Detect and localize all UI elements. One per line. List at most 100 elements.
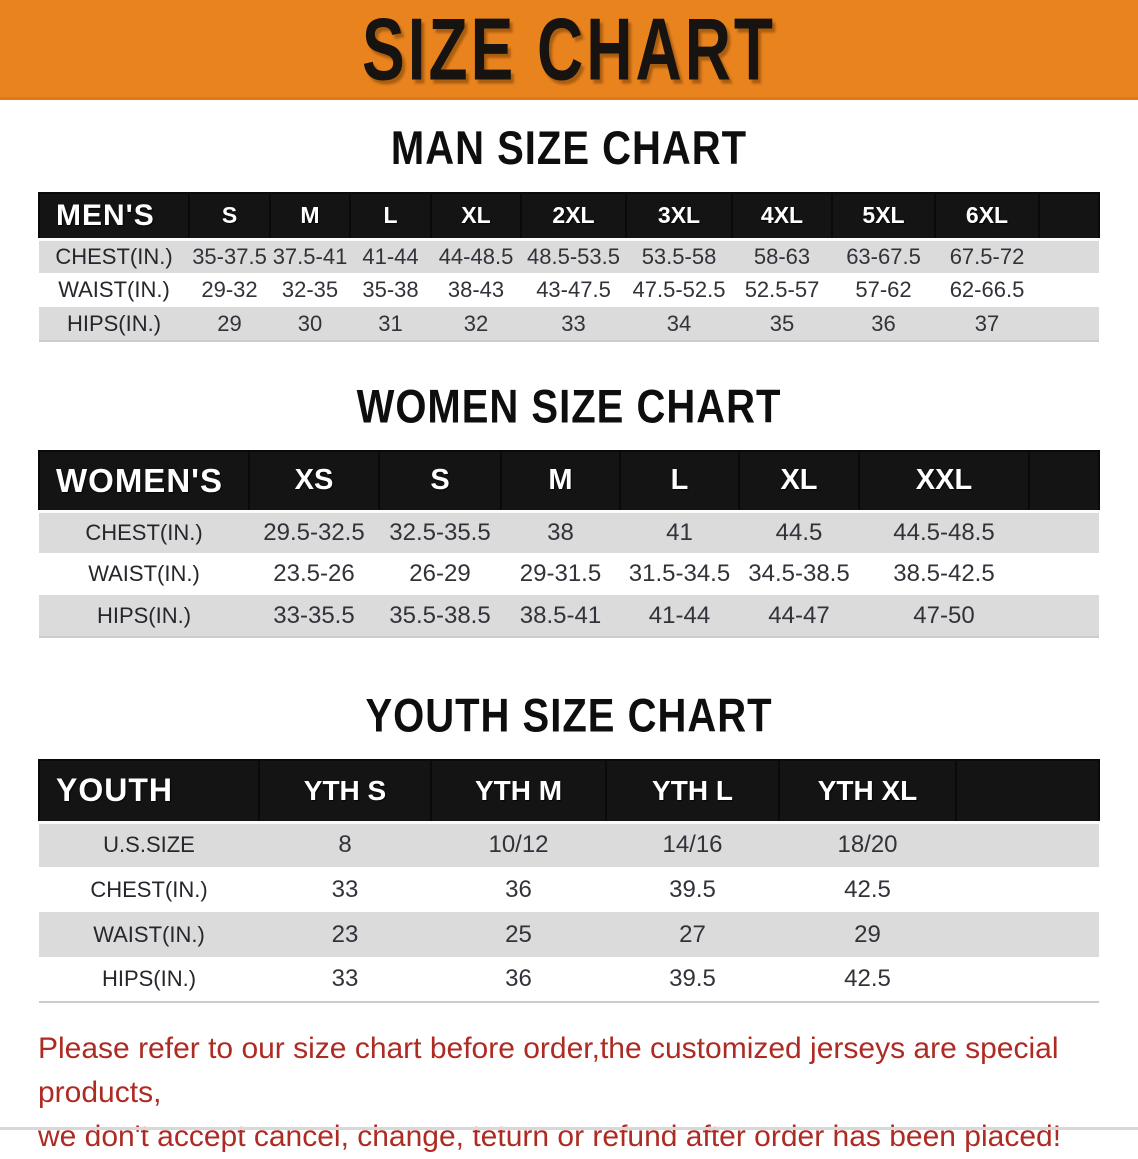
row-label: WAIST(IN.) [39, 273, 189, 307]
size-cell: 44.5 [739, 511, 859, 553]
spacer-cell [1029, 553, 1099, 595]
youth-size-table: YOUTH YTH S YTH M YTH L YTH XL U.S.SIZE … [38, 759, 1100, 1003]
men-col-header: L [349, 192, 432, 241]
size-cell: 53.5-58 [626, 239, 732, 273]
men-col-header: XL [430, 192, 522, 241]
size-cell: 27 [606, 912, 779, 957]
row-label: CHEST(IN.) [39, 867, 259, 912]
order-policy-note: Please refer to our size chart before or… [38, 1027, 1138, 1159]
spacer-cell [955, 759, 1100, 824]
women-section-heading-wrap: WOMEN SIZE CHART [0, 381, 1138, 433]
size-cell: 57-62 [832, 273, 935, 307]
men-col-header: S [188, 192, 271, 241]
size-cell: 47.5-52.5 [626, 273, 732, 307]
size-cell: 35.5-38.5 [379, 595, 501, 637]
size-cell: 34 [626, 307, 732, 341]
table-row: WAIST(IN.) 23 25 27 29 [39, 912, 1099, 957]
size-cell: 29 [779, 912, 956, 957]
women-col-header: XXL [858, 450, 1030, 513]
spacer-cell [956, 822, 1099, 867]
size-cell: 48.5-53.5 [521, 239, 626, 273]
size-cell: 42.5 [779, 867, 956, 912]
size-cell: 35-37.5 [189, 239, 270, 273]
youth-col-header: YTH L [605, 759, 780, 824]
size-cell: 26-29 [379, 553, 501, 595]
spacer-cell [1039, 307, 1099, 341]
size-cell: 37.5-41 [270, 239, 350, 273]
youth-col-header: YTH XL [778, 759, 957, 824]
table-row: HIPS(IN.) 29 30 31 32 33 34 35 36 37 [39, 307, 1099, 341]
size-cell: 25 [431, 912, 606, 957]
size-cell: 29.5-32.5 [249, 511, 379, 553]
size-cell: 32-35 [270, 273, 350, 307]
size-cell: 31.5-34.5 [620, 553, 739, 595]
row-label: WAIST(IN.) [39, 912, 259, 957]
spacer-cell [1029, 595, 1099, 637]
men-col-header: 5XL [831, 192, 936, 241]
spacer-cell [956, 957, 1099, 1002]
size-cell: 44.5-48.5 [859, 511, 1029, 553]
size-cell: 62-66.5 [935, 273, 1039, 307]
size-cell: 35-38 [350, 273, 431, 307]
size-cell: 33 [521, 307, 626, 341]
size-cell: 58-63 [732, 239, 832, 273]
size-cell: 36 [431, 957, 606, 1002]
size-cell: 32 [431, 307, 521, 341]
size-cell: 38-43 [431, 273, 521, 307]
size-cell: 35 [732, 307, 832, 341]
size-cell: 47-50 [859, 595, 1029, 637]
size-cell: 43-47.5 [521, 273, 626, 307]
size-cell: 38.5-42.5 [859, 553, 1029, 595]
size-cell: 29-31.5 [501, 553, 620, 595]
size-cell: 67.5-72 [935, 239, 1039, 273]
spacer-cell [956, 912, 1099, 957]
size-cell: 23.5-26 [249, 553, 379, 595]
banner-title: SIZE CHART [362, 0, 776, 99]
women-col-header: M [500, 450, 621, 513]
size-cell: 29 [189, 307, 270, 341]
size-cell: 34.5-38.5 [739, 553, 859, 595]
row-label: HIPS(IN.) [39, 957, 259, 1002]
size-cell: 33-35.5 [249, 595, 379, 637]
spacer-cell [1028, 450, 1100, 513]
size-cell: 39.5 [606, 957, 779, 1002]
table-row: WAIST(IN.) 29-32 32-35 35-38 38-43 43-47… [39, 273, 1099, 307]
size-cell: 44-47 [739, 595, 859, 637]
men-group-label: MEN'S [38, 192, 190, 241]
size-cell: 33 [259, 957, 431, 1002]
table-row: U.S.SIZE 8 10/12 14/16 18/20 [39, 822, 1099, 867]
women-section-heading: WOMEN SIZE CHART [356, 380, 782, 433]
table-row: CHEST(IN.) 33 36 39.5 42.5 [39, 867, 1099, 912]
youth-section-heading: YOUTH SIZE CHART [365, 689, 773, 742]
size-cell: 8 [259, 822, 431, 867]
bottom-divider [0, 1127, 1138, 1130]
size-cell: 23 [259, 912, 431, 957]
spacer-cell [1039, 273, 1099, 307]
size-cell: 52.5-57 [732, 273, 832, 307]
table-row: HIPS(IN.) 33-35.5 35.5-38.5 38.5-41 41-4… [39, 595, 1099, 637]
table-row: HIPS(IN.) 33 36 39.5 42.5 [39, 957, 1099, 1002]
size-cell: 44-48.5 [431, 239, 521, 273]
youth-col-header: YTH S [258, 759, 432, 824]
size-cell: 29-32 [189, 273, 270, 307]
row-label: HIPS(IN.) [39, 595, 249, 637]
spacer-cell [956, 867, 1099, 912]
size-cell: 33 [259, 867, 431, 912]
men-col-header: 3XL [625, 192, 733, 241]
size-cell: 32.5-35.5 [379, 511, 501, 553]
table-row: WAIST(IN.) 23.5-26 26-29 29-31.5 31.5-34… [39, 553, 1099, 595]
spacer-cell [1029, 511, 1099, 553]
men-col-header: M [269, 192, 351, 241]
size-cell: 30 [270, 307, 350, 341]
size-cell: 41 [620, 511, 739, 553]
women-col-header: S [378, 450, 502, 513]
size-cell: 10/12 [431, 822, 606, 867]
size-cell: 14/16 [606, 822, 779, 867]
table-row: CHEST(IN.) 35-37.5 37.5-41 41-44 44-48.5… [39, 239, 1099, 273]
row-label: CHEST(IN.) [39, 511, 249, 553]
men-size-table: MEN'S S M L XL 2XL 3XL 4XL 5XL 6XL CHEST… [38, 192, 1100, 342]
men-col-header: 6XL [934, 192, 1040, 241]
youth-group-label: YOUTH [38, 759, 260, 824]
row-label: CHEST(IN.) [39, 239, 189, 273]
row-label: U.S.SIZE [39, 822, 259, 867]
